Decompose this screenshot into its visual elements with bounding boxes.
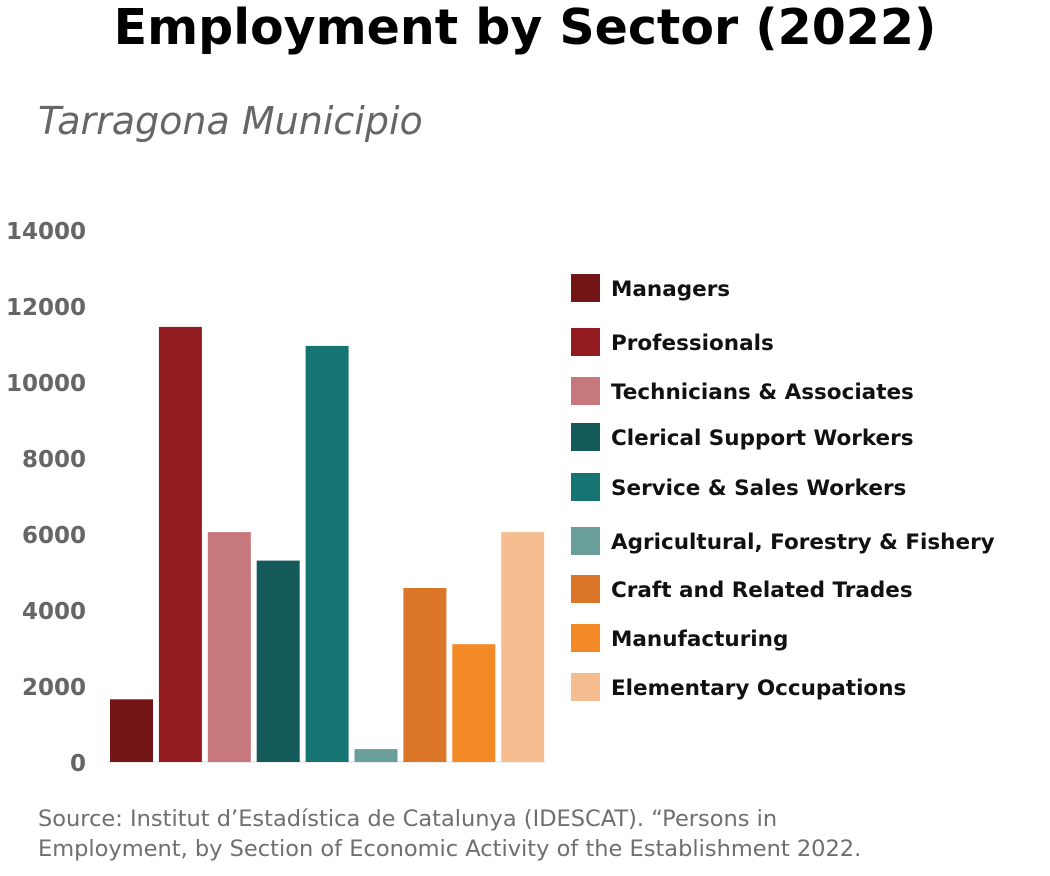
bar-craft-and-related-trades <box>403 588 447 762</box>
chart-title: Employment by Sector (2022) <box>113 0 937 56</box>
source-line-2: Employment, by Section of Economic Activ… <box>38 836 862 862</box>
legend-swatch <box>571 673 600 701</box>
bar-managers <box>110 699 153 762</box>
legend-label: Agricultural, Forestry & Fishery <box>611 530 995 555</box>
legend-label: Managers <box>611 277 730 302</box>
chart-subtitle: Tarragona Municipio <box>38 99 423 143</box>
y-tick-label: 4000 <box>22 599 86 625</box>
bar-agricultural-forestry-fishery <box>354 749 398 762</box>
bar-manufacturing <box>452 644 496 762</box>
legend-swatch <box>571 624 600 652</box>
legend-label: Professionals <box>611 331 774 356</box>
y-tick-label: 12000 <box>6 295 86 321</box>
y-tick-label: 2000 <box>22 675 86 701</box>
legend-swatch <box>571 575 600 603</box>
source-line-1: Source: Institut d’Estadística de Catalu… <box>38 806 778 832</box>
bars <box>110 326 545 762</box>
y-tick-label: 10000 <box>6 371 86 397</box>
y-tick-label: 0 <box>70 751 86 777</box>
legend-swatch <box>571 274 600 302</box>
bar-technicians-associates <box>207 532 251 762</box>
legend-swatch <box>571 473 600 501</box>
legend-label: Craft and Related Trades <box>611 578 913 603</box>
legend-swatch <box>571 328 600 356</box>
legend-label: Manufacturing <box>611 627 788 652</box>
bar-professionals <box>158 326 202 762</box>
legend: Managers Professionals Technicians & Assoc… <box>571 274 995 701</box>
y-tick-label: 14000 <box>6 219 86 245</box>
legend-label: Elementary Occupations <box>611 676 906 701</box>
legend-label: Service & Sales Workers <box>611 476 906 501</box>
y-tick-label: 6000 <box>22 523 86 549</box>
source-note: Source: Institut d’Estadística de Catalu… <box>38 804 1038 864</box>
legend-label: Clerical Support Workers <box>611 426 914 451</box>
bar-service-sales-workers <box>305 345 349 762</box>
bar-elementary-occupations <box>501 532 545 762</box>
y-tick-label: 8000 <box>22 447 86 473</box>
legend-swatch <box>571 377 600 405</box>
legend-label: Technicians & Associates <box>611 380 914 405</box>
bar-chart: 0 2000 4000 6000 8000 10000 12000 14000 Manager… <box>6 219 995 777</box>
legend-swatch <box>571 423 600 451</box>
legend-swatch <box>571 527 600 555</box>
bar-clerical-support-workers <box>256 560 300 762</box>
